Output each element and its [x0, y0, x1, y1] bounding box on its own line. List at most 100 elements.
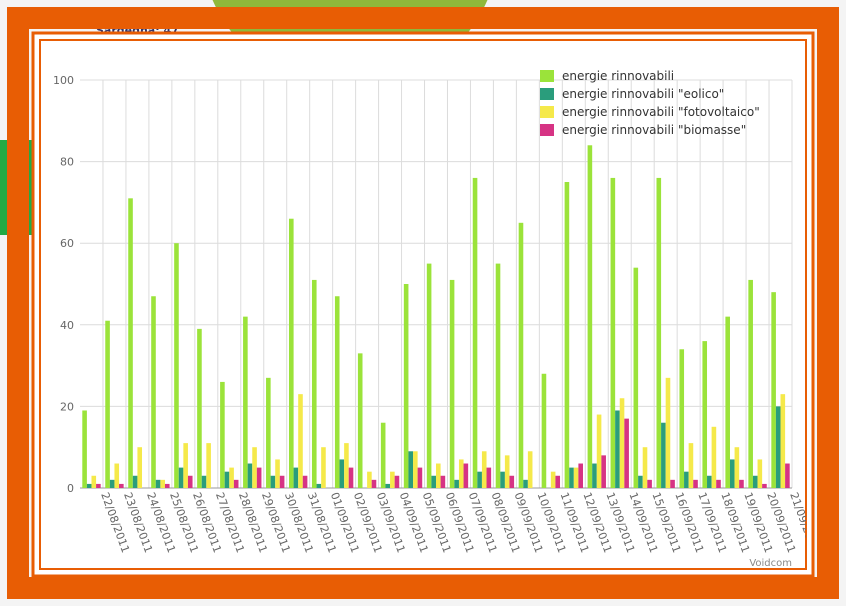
bar — [160, 479, 165, 488]
bar — [413, 451, 418, 488]
legend-swatch — [540, 124, 554, 136]
bar — [454, 479, 459, 488]
bar — [155, 479, 161, 488]
bar — [481, 451, 487, 488]
bar — [619, 398, 625, 488]
bar — [201, 475, 207, 488]
bar — [390, 471, 395, 488]
bar — [458, 459, 464, 488]
bar — [693, 479, 698, 488]
bar — [670, 479, 675, 488]
bar — [624, 418, 629, 488]
bar — [656, 177, 662, 489]
bar — [564, 182, 570, 488]
bar — [495, 263, 501, 488]
legend-label: energie rinnovabili "biomasse" — [562, 123, 746, 137]
bar — [293, 467, 299, 488]
bar — [665, 377, 671, 488]
bar — [596, 414, 602, 488]
bar — [385, 483, 391, 488]
bar — [592, 463, 597, 488]
bar — [252, 447, 257, 488]
bar — [220, 381, 225, 488]
bar — [739, 479, 744, 488]
bar — [256, 467, 262, 488]
bar — [436, 463, 441, 488]
bar — [638, 475, 643, 488]
bar — [311, 279, 317, 488]
bar — [119, 483, 124, 488]
watermark: Voidcom — [749, 558, 792, 569]
bar — [357, 353, 363, 488]
bar — [266, 377, 271, 488]
bar — [431, 475, 436, 488]
bar — [302, 475, 308, 488]
bar — [771, 292, 776, 488]
bar — [716, 479, 721, 488]
bar — [197, 328, 202, 488]
bar — [780, 394, 786, 488]
bar — [775, 406, 781, 488]
bar — [587, 145, 593, 488]
bar — [91, 475, 97, 488]
bar — [601, 455, 606, 488]
bar — [164, 483, 170, 488]
bar — [233, 479, 239, 488]
bar — [279, 475, 285, 488]
bar — [725, 316, 730, 488]
bar — [109, 479, 115, 488]
bar — [679, 349, 685, 488]
bar — [128, 198, 133, 488]
y-tick-label: 80 — [60, 156, 74, 169]
bar — [518, 222, 524, 489]
bar — [504, 455, 510, 488]
legend-label: energie rinnovabili "eolico" — [562, 87, 724, 101]
bar — [403, 284, 409, 488]
bar — [472, 177, 478, 489]
bar — [298, 394, 303, 488]
bar — [408, 451, 414, 488]
bar — [642, 447, 648, 488]
y-tick-label: 0 — [67, 482, 74, 495]
bar — [275, 459, 280, 488]
bar — [684, 471, 689, 488]
bar — [707, 475, 712, 488]
legend-swatch — [540, 88, 554, 100]
bar — [573, 467, 579, 488]
bar — [752, 475, 758, 488]
bar — [174, 243, 179, 488]
bar — [289, 218, 294, 488]
bar — [82, 410, 87, 488]
bar — [229, 467, 234, 488]
bar — [509, 475, 515, 488]
bar — [371, 479, 377, 488]
bar — [477, 471, 482, 488]
bar — [344, 443, 349, 488]
bar — [224, 471, 230, 488]
bar — [394, 475, 400, 488]
y-tick-label: 20 — [60, 400, 74, 413]
legend-label: energie rinnovabili "fotovoltaico" — [562, 105, 760, 119]
bar — [729, 459, 735, 488]
bar — [417, 467, 423, 488]
inner-border — [39, 39, 807, 570]
bar — [734, 447, 740, 488]
bar — [449, 279, 455, 488]
bar — [711, 426, 717, 488]
bar — [348, 467, 354, 488]
bar — [321, 447, 326, 488]
bar — [270, 475, 276, 488]
bar — [569, 467, 574, 488]
y-tick-label: 100 — [53, 74, 74, 87]
bar — [647, 479, 652, 488]
bar — [757, 459, 763, 488]
frame — [7, 7, 839, 599]
bar — [339, 459, 345, 488]
bar — [500, 471, 505, 488]
bar — [114, 463, 120, 488]
bar — [610, 177, 616, 489]
y-tick-label: 60 — [60, 237, 74, 250]
bar — [463, 463, 469, 488]
y-tick-label: 40 — [60, 319, 74, 332]
